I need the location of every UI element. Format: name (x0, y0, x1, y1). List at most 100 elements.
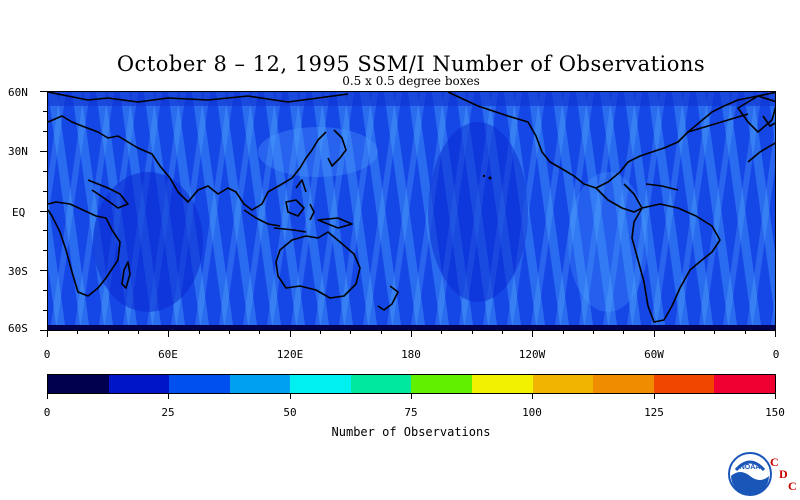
lat-tick (40, 270, 47, 271)
colorbar-segment-1 (108, 375, 170, 393)
coastline-japan (327, 129, 347, 167)
lon-tick (623, 331, 624, 334)
colorbar (47, 374, 776, 394)
colorbar-tick (654, 394, 655, 399)
orbit-swath-band (288, 92, 330, 330)
colorbar-tick (411, 394, 412, 399)
colorbar-segment-4 (290, 375, 351, 393)
lon-tick (77, 331, 78, 334)
observation-map (47, 91, 776, 331)
colorbar-label-100: 100 (522, 406, 542, 419)
colorbar-segment-6 (411, 375, 473, 393)
coastline-arabia (87, 179, 129, 209)
orbit-swath-band (194, 92, 234, 330)
colorbar-label-50: 50 (283, 406, 297, 419)
lat-tick (43, 171, 47, 172)
lon-tick (138, 331, 139, 334)
coastline-greenland (737, 95, 775, 133)
lon-tick (593, 331, 594, 334)
orbit-swath-band (338, 92, 378, 330)
colorbar-segment-8 (532, 375, 594, 393)
lon-tick (532, 331, 533, 337)
orbit-swath-band (384, 92, 426, 330)
colorbar-label-0: 0 (43, 406, 51, 419)
coastline-hudson (687, 113, 749, 133)
coastline-south-america (631, 203, 721, 323)
orbit-swath-band (744, 92, 775, 318)
orbit-swath-band (722, 92, 762, 330)
orbit-swath-band (674, 92, 714, 330)
lat-tick (40, 330, 47, 331)
lon-tick (502, 331, 503, 334)
orbit-swath-band (50, 92, 90, 330)
lon-label-0-end: 0 (772, 348, 780, 361)
lat-tick (43, 230, 47, 231)
logo-letter-c2: C (788, 479, 797, 493)
lon-tick (229, 331, 230, 334)
lat-tick (40, 151, 47, 152)
colorbar-segment-7 (472, 375, 533, 393)
colorbar-segment-11 (714, 375, 775, 393)
lon-tick (775, 331, 776, 337)
lat-tick (40, 91, 47, 92)
orbit-swath-band (360, 92, 402, 330)
orbit-swath-band (696, 92, 738, 330)
orbit-swath-band (528, 92, 570, 330)
lat-tick (43, 290, 47, 291)
orbit-swath-band (336, 92, 378, 330)
lon-tick (381, 331, 382, 334)
lon-tick (320, 331, 321, 334)
orbit-swath-band (648, 92, 690, 330)
coastline-sulawesi (309, 203, 315, 221)
colorbar-tick (532, 394, 533, 399)
colorbar-segment-2 (169, 375, 230, 393)
colorbar-label-150: 150 (765, 406, 785, 419)
lon-label-60e: 60E (158, 348, 178, 361)
lat-tick (43, 111, 47, 112)
logo-letter-c1: C (770, 455, 779, 469)
lon-tick (290, 331, 291, 337)
lon-label-120e: 120E (276, 348, 304, 361)
orbit-swath-band (552, 92, 594, 330)
colorbar-segment-0 (48, 375, 109, 393)
lon-tick (563, 331, 564, 334)
orbit-swath-band (264, 92, 306, 330)
coastline-philippines (295, 179, 307, 193)
high-obs-region (568, 172, 648, 312)
lat-label-30n: 30N (8, 145, 28, 158)
orbit-swath-band (218, 92, 258, 330)
colorbar-segment-10 (653, 375, 715, 393)
lon-tick (714, 331, 715, 334)
orbit-swath-band (74, 92, 114, 330)
orbit-swath-band (266, 92, 306, 330)
colorbar-tick (290, 394, 291, 399)
lat-tick (40, 211, 47, 212)
orbit-swath-band (624, 92, 666, 330)
coastline-eurasia (48, 115, 327, 211)
orbit-swath-band (362, 92, 402, 330)
coastline-madagascar (121, 261, 131, 289)
orbit-swath-band (650, 92, 690, 330)
lon-tick (199, 331, 200, 334)
colorbar-tick (47, 394, 48, 399)
lon-label-180: 180 (401, 348, 421, 361)
coastline-central-america (595, 183, 643, 213)
lon-tick (745, 331, 746, 334)
lat-tick (43, 250, 47, 251)
colorbar-tick (775, 394, 776, 399)
coastline-borneo (285, 199, 305, 217)
lon-tick (654, 331, 655, 337)
colorbar-segment-3 (229, 375, 291, 393)
orbit-swath-band (554, 92, 594, 330)
map-title: October 8 – 12, 1995 SSM/I Number of Obs… (116, 52, 706, 76)
orbit-swath-band (530, 92, 570, 330)
coastline-java (273, 227, 307, 233)
orbit-swath-band (576, 92, 618, 330)
orbit-swath-band (746, 127, 775, 330)
orbit-swath-band (216, 92, 258, 330)
lon-tick (441, 331, 442, 334)
lon-label-0: 0 (43, 348, 51, 361)
orbit-swath-band (48, 92, 90, 330)
lon-tick (411, 331, 412, 337)
orbit-swath-band (290, 92, 330, 330)
